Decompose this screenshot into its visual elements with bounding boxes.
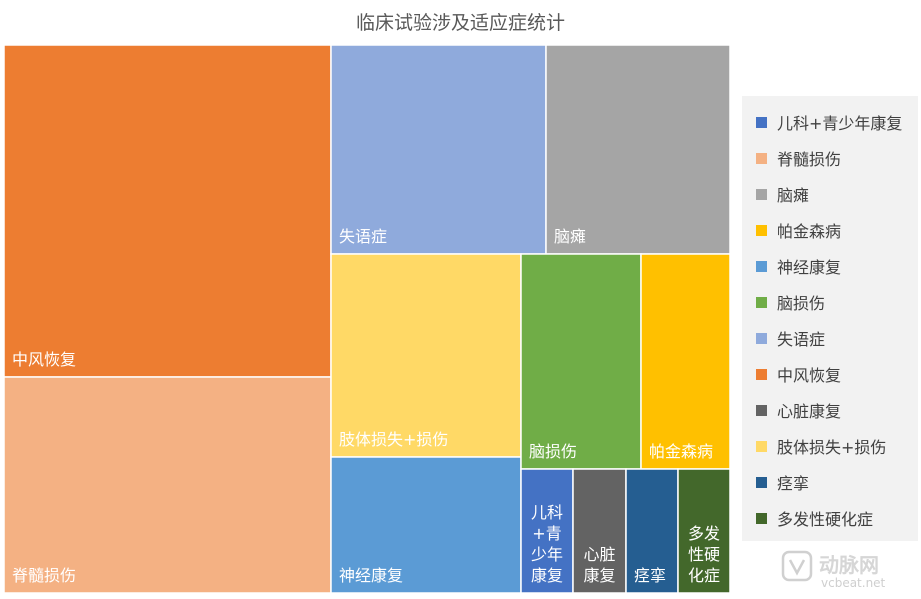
legend-swatch — [756, 224, 767, 236]
treemap-tile-label: 脑损伤 — [529, 442, 577, 461]
treemap-tile-label: 脊髓损伤 — [12, 566, 76, 585]
treemap-tile — [545, 44, 731, 255]
legend-label: 儿科+青少年康复 — [777, 114, 903, 133]
treemap-tile-label: 脑瘫 — [554, 227, 586, 246]
legend-swatch — [756, 116, 767, 128]
legend-item: 失语症 — [756, 326, 825, 350]
legend-swatch — [756, 512, 767, 524]
legend-item: 中风恢复 — [756, 362, 841, 386]
treemap-tile-label: 痉挛 — [634, 566, 666, 585]
treemap-tile — [3, 44, 332, 378]
legend-item: 肢体损失+损伤 — [756, 434, 886, 458]
treemap-tile — [625, 468, 679, 594]
treemap-tile — [572, 468, 627, 594]
treemap-tile-label: 神经康复 — [339, 566, 403, 585]
treemap-tile-label: 帕金森病 — [649, 442, 713, 461]
legend-swatch — [756, 332, 767, 344]
treemap-tile-label: 多发性硬化症 — [688, 524, 720, 585]
legend-item: 痉挛 — [756, 470, 809, 494]
legend-item: 多发性硬化症 — [756, 506, 873, 530]
legend-item: 帕金森病 — [756, 218, 841, 242]
legend: 儿科+青少年康复 脊髓损伤脑瘫帕金森病神经康复脑损伤失语症中风恢复心脏康复肢体损失… — [742, 96, 918, 541]
treemap-tile-label: 心脏康复 — [583, 545, 615, 585]
legend-swatch — [756, 476, 767, 488]
legend-item: 神经康复 — [756, 254, 841, 278]
legend-label: 痉挛 — [777, 474, 810, 493]
treemap-tile — [520, 468, 574, 594]
legend-label: 帕金森病 — [777, 222, 842, 241]
chart-title: 临床试验涉及适应症统计 — [355, 12, 565, 34]
legend-label: 神经康复 — [777, 258, 842, 277]
treemap-tile — [677, 468, 731, 594]
treemap-tile — [520, 253, 642, 470]
legend-swatch — [756, 368, 767, 380]
legend-swatch — [756, 260, 767, 272]
legend-label: 失语症 — [777, 330, 826, 349]
legend-item: 脑瘫 — [756, 182, 809, 206]
legend-label: 多发性硬化症 — [777, 510, 874, 529]
treemap-tile — [330, 253, 522, 458]
legend-swatch — [756, 152, 767, 164]
treemap-tile-label: 肢体损失+损伤 — [339, 430, 448, 449]
watermark-brand: 动脉网 — [819, 553, 879, 577]
watermark-logo: 动脉网 vcbeat.net — [781, 548, 915, 590]
treemap-tile — [330, 44, 547, 255]
legend-label: 脑损伤 — [777, 294, 826, 313]
legend-label: 脑瘫 — [777, 186, 810, 205]
legend-label: 脊髓损伤 — [777, 150, 842, 169]
treemap-tile-label: 中风恢复 — [12, 350, 76, 369]
watermark-url: vcbeat.net — [821, 576, 886, 590]
legend-label: 心脏康复 — [777, 402, 842, 421]
legend-swatch — [756, 296, 767, 308]
legend-item: 脑损伤 — [756, 290, 825, 314]
legend-item: 儿科+青少年康复 — [756, 110, 902, 134]
legend-swatch — [756, 440, 767, 452]
legend-swatch — [756, 404, 767, 416]
legend-swatch — [756, 188, 767, 200]
treemap-tile — [640, 253, 731, 470]
legend-label: 肢体损失+损伤 — [777, 438, 887, 457]
treemap-tile — [3, 376, 332, 594]
legend-item: 脊髓损伤 — [756, 146, 841, 170]
treemap-tile-label: 失语症 — [339, 227, 387, 246]
legend-label: 中风恢复 — [777, 366, 842, 385]
treemap-tile-label: 儿科+青少年康复 — [531, 503, 563, 585]
legend-item: 心脏康复 — [756, 398, 841, 422]
